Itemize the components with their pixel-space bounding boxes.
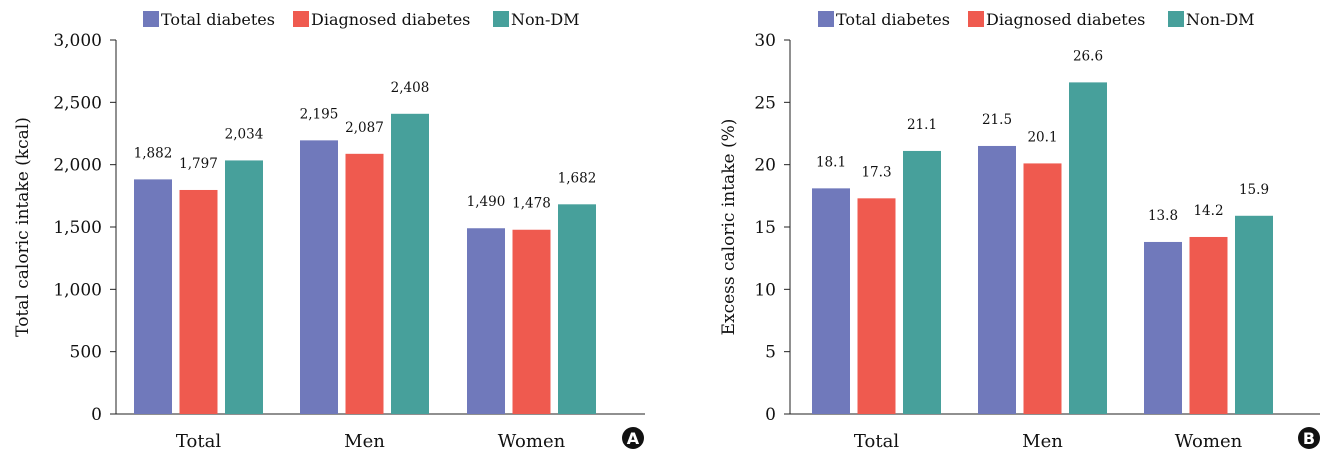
panel-b-y-tick-label: 5 <box>765 343 776 363</box>
panel-a-y-tick-label: 2,000 <box>53 156 102 176</box>
panel-b-legend-label: Diagnosed diabetes <box>986 10 1145 29</box>
panel-b-y-axis-title: Excess caloric intake (%) <box>719 119 739 336</box>
panel-b-data-label: 14.2 <box>1193 203 1223 219</box>
panel-b-y-tick-label: 30 <box>754 31 776 51</box>
panel-a-bar-women-s1 <box>467 228 505 414</box>
panel-b-bar-men-s3 <box>1069 82 1107 415</box>
panel-b-y-tick-label: 15 <box>754 218 776 238</box>
panel-a-data-label: 1,797 <box>179 156 218 172</box>
panel-a-data-label: 1,682 <box>558 170 597 186</box>
panel-a-legend-swatch <box>293 11 309 27</box>
panel-b-data-label: 21.1 <box>907 117 937 133</box>
panel-a-bar-total-s2 <box>179 189 218 414</box>
panel-a-data-label: 2,195 <box>300 106 339 122</box>
panel-b-data-label: 20.1 <box>1027 129 1057 145</box>
panel-a-bar-total-s1 <box>134 179 172 414</box>
panel-a-bar-women-s3 <box>558 204 596 414</box>
panel-b-bar-total-s1 <box>812 188 850 414</box>
panel-a-category-label: Total <box>176 431 221 452</box>
panel-a-bar-total-s3 <box>225 160 263 414</box>
panel-b-bar-women-s1 <box>1144 241 1182 414</box>
panel-b-legend-swatch <box>818 11 834 27</box>
panel-b-badge <box>1298 427 1320 449</box>
panel-b-bar-men-s2 <box>1023 163 1062 414</box>
panel-a-bar-men-s3 <box>391 113 429 414</box>
panel-b-y-tick-label: 10 <box>754 280 776 300</box>
panel-a-badge-label: A <box>627 429 640 448</box>
panel-b-bar-women-s2 <box>1189 236 1228 414</box>
panel-b-data-label: 26.6 <box>1073 48 1103 64</box>
panel-b-category-label: Women <box>1175 431 1243 452</box>
panel-b-bar-total-s3 <box>903 150 941 414</box>
panel-b-data-label: 21.5 <box>982 112 1012 128</box>
panel-a-y-tick-label: 3,000 <box>53 31 102 51</box>
panel-b-category-label: Men <box>1022 431 1063 452</box>
panel-b-data-label: 18.1 <box>816 154 846 170</box>
panel-b-bar-women-s3 <box>1235 215 1273 414</box>
panel-a-data-label: 1,882 <box>134 145 173 161</box>
panel-b-bar-men-s1 <box>978 145 1016 414</box>
panel-a-legend-swatch <box>493 11 509 27</box>
panel-a-data-label: 2,034 <box>225 126 264 142</box>
panel-b-data-label: 17.3 <box>861 164 891 180</box>
panel-a-y-tick-label: 1,500 <box>53 218 102 238</box>
panel-b-badge-label: B <box>1303 429 1315 448</box>
panel-b-legend-label: Non-DM <box>1186 10 1255 29</box>
panel-a-category-label: Women <box>498 431 566 452</box>
panel-a-y-tick-label: 1,000 <box>53 280 102 300</box>
panel-b-legend-swatch <box>1168 11 1184 27</box>
panel-b-y-tick-label: 25 <box>754 93 776 113</box>
panel-b-data-label: 15.9 <box>1239 182 1269 198</box>
panel-a-legend-label: Non-DM <box>511 10 580 29</box>
panel-a-bar-men-s2 <box>345 153 384 414</box>
panel-b-legend-label: Total diabetes <box>836 10 950 29</box>
panel-a-bar-men-s1 <box>300 140 338 414</box>
panel-a-y-tick-label: 500 <box>70 343 102 363</box>
panel-b-category-label: Total <box>854 431 899 452</box>
panel-a-y-axis-title: Total caloric intake (kcal) <box>13 117 33 337</box>
panel-a-category-label: Men <box>344 431 385 452</box>
panel-a-legend-label: Diagnosed diabetes <box>311 10 470 29</box>
panel-a-data-label: 1,490 <box>467 194 506 210</box>
panel-a-data-label: 2,087 <box>345 120 384 136</box>
panel-a-legend-label: Total diabetes <box>161 10 275 29</box>
panel-a-badge <box>622 427 644 449</box>
panel-b-bar-total-s2 <box>857 198 896 414</box>
panel-b-legend-swatch <box>968 11 984 27</box>
panel-b-y-tick-label: 20 <box>754 156 776 176</box>
panel-a-y-tick-label: 2,500 <box>53 93 102 113</box>
panel-a-bar-women-s2 <box>512 229 551 414</box>
panel-a-y-tick-label: 0 <box>91 405 102 425</box>
panel-b-data-label: 13.8 <box>1148 208 1178 224</box>
panel-a-data-label: 2,408 <box>391 80 430 96</box>
panel-a-legend-swatch <box>143 11 159 27</box>
panel-b-y-tick-label: 0 <box>765 405 776 425</box>
panel-a-data-label: 1,478 <box>512 196 551 212</box>
